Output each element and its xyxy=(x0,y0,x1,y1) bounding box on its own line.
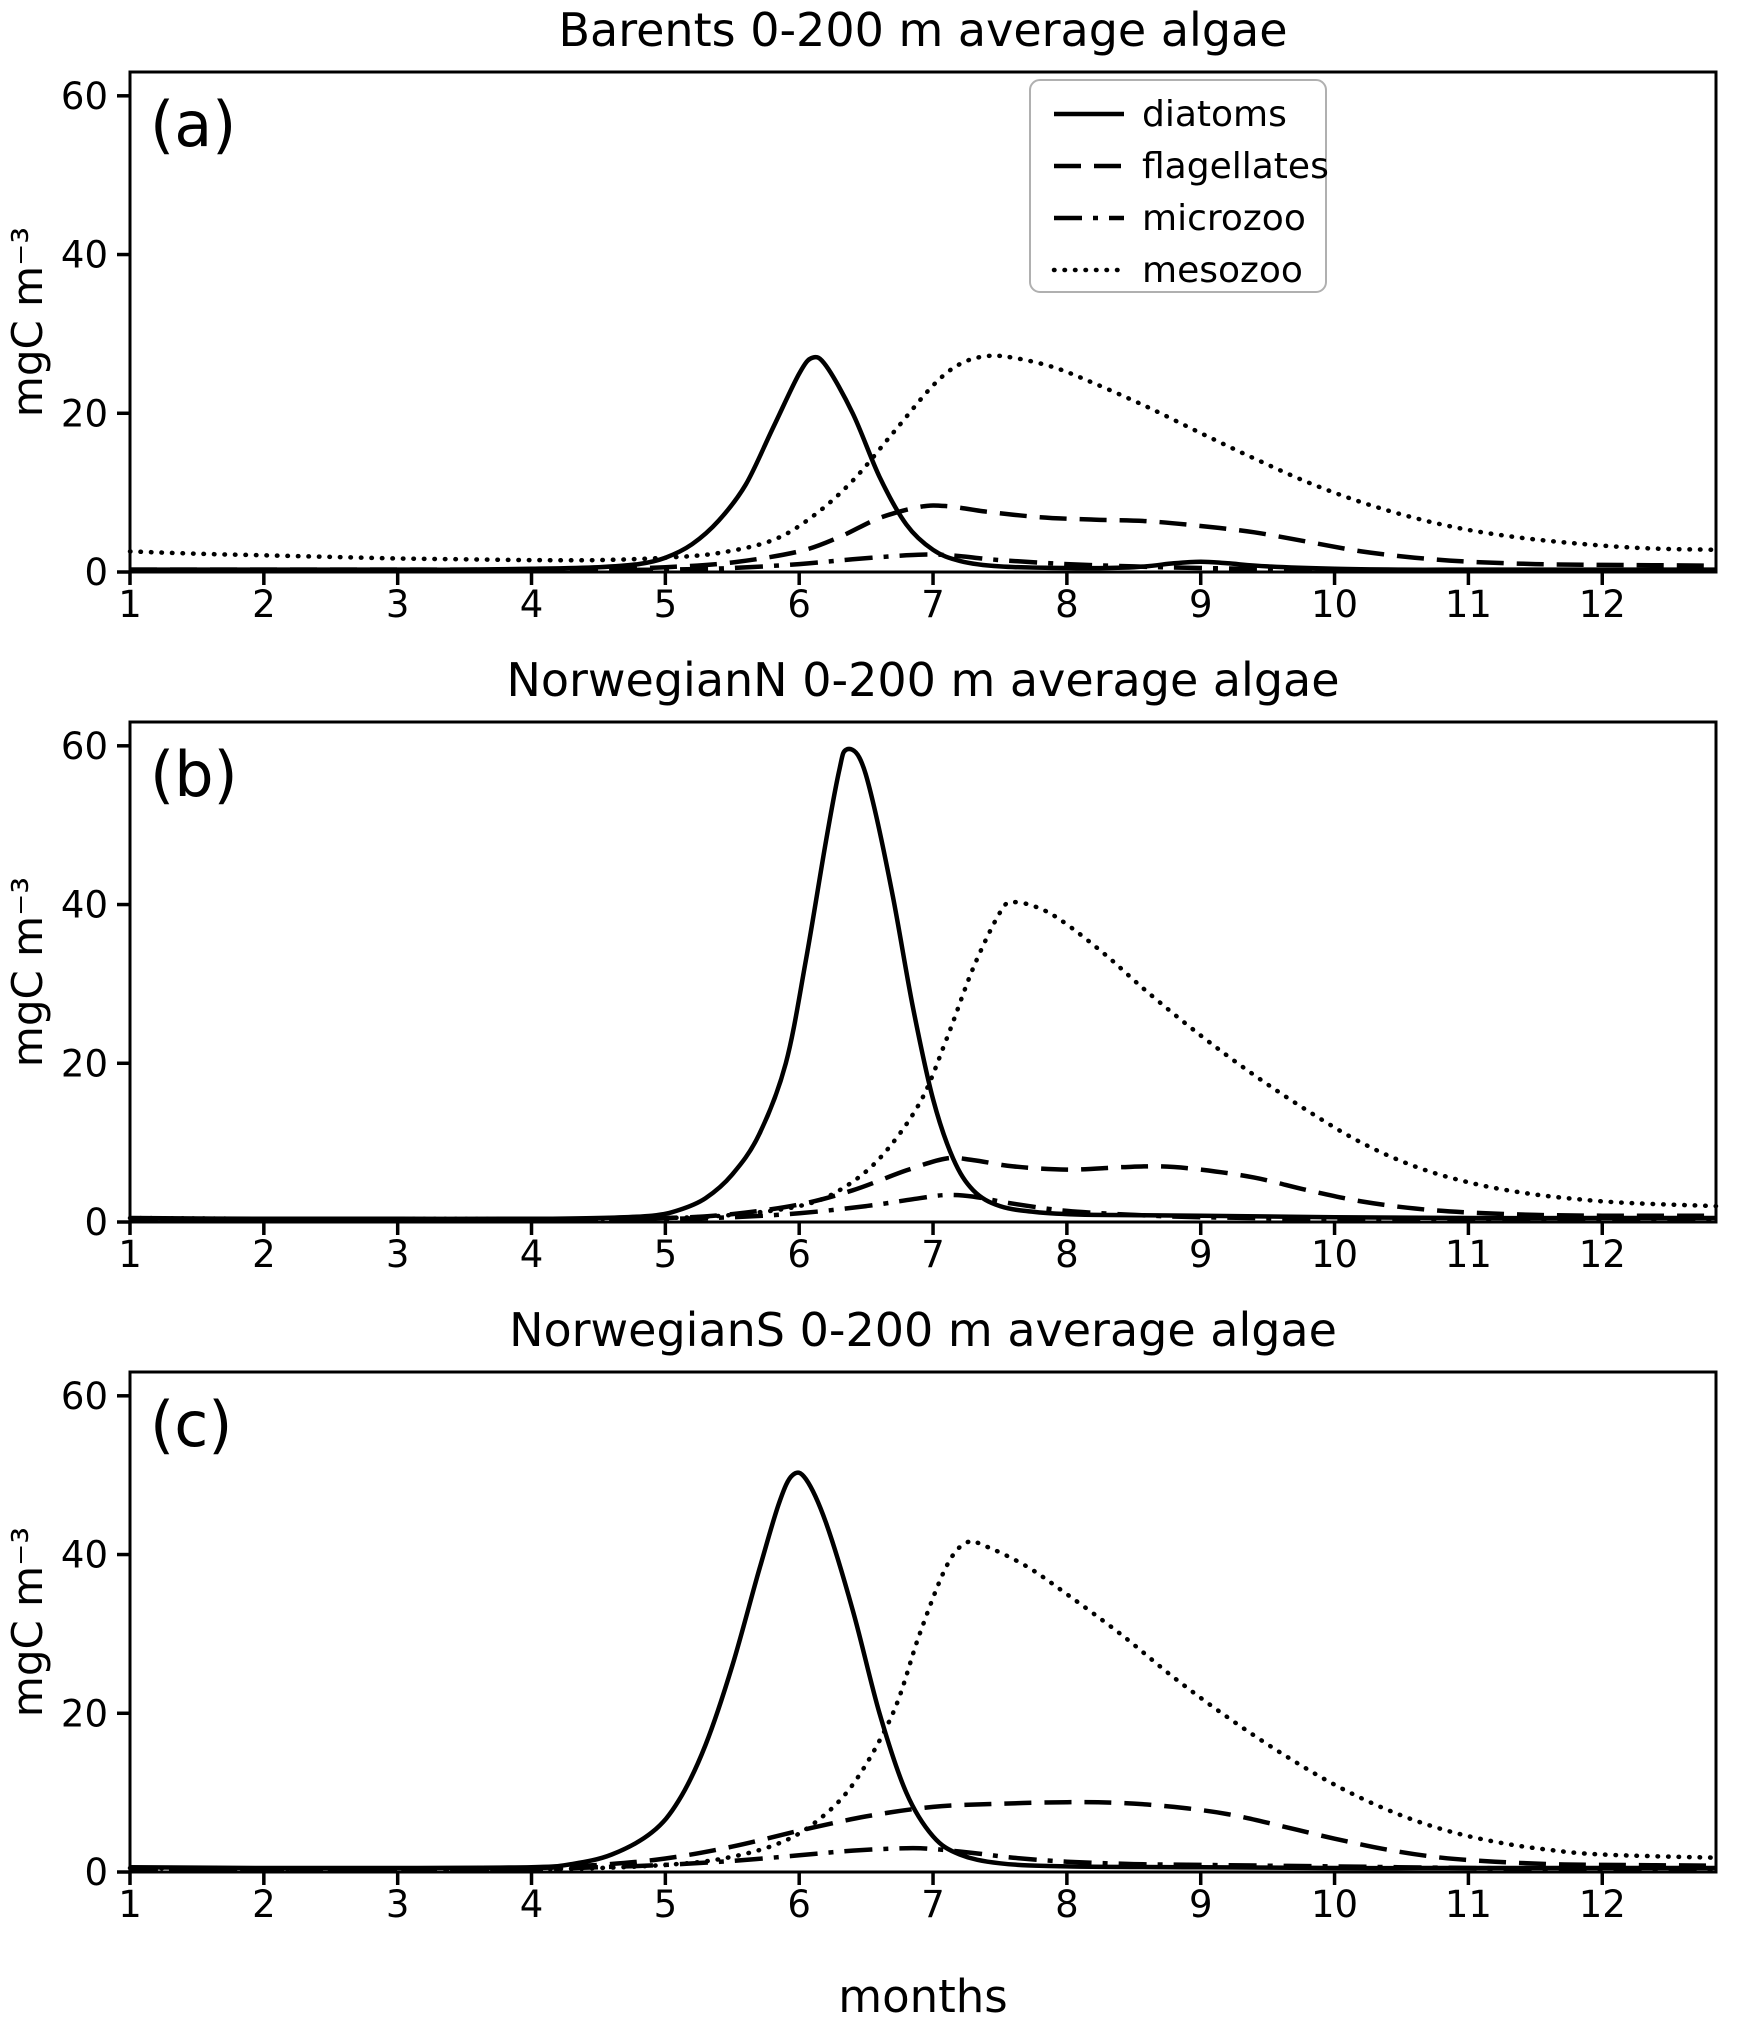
y-tick-label: 20 xyxy=(61,1692,108,1735)
x-tick-label: 10 xyxy=(1311,583,1358,626)
x-tick-label: 2 xyxy=(252,1883,276,1926)
legend-label-mesozoo: mesozoo xyxy=(1142,250,1303,291)
x-tick-label: 9 xyxy=(1189,1233,1213,1276)
y-tick-label: 60 xyxy=(61,725,108,768)
series-microzoo xyxy=(130,552,1716,573)
panel-title: NorwegianN 0-200 m average algae xyxy=(506,653,1339,707)
x-tick-label: 1 xyxy=(118,1883,142,1926)
panel-title: Barents 0-200 m average algae xyxy=(558,3,1287,57)
y-axis-label: mgC m⁻³ xyxy=(3,877,52,1067)
x-tick-label: 4 xyxy=(520,583,544,626)
x-tick-label: 12 xyxy=(1579,1233,1626,1276)
x-tick-label: 2 xyxy=(252,1233,276,1276)
x-tick-label: 4 xyxy=(520,1233,544,1276)
x-tick-label: 3 xyxy=(386,1883,410,1926)
y-tick-label: 60 xyxy=(61,75,108,118)
x-tick-label: 6 xyxy=(787,1233,811,1276)
y-tick-label: 20 xyxy=(61,1042,108,1085)
legend-frame xyxy=(1029,79,1327,293)
y-axis-label: mgC m⁻³ xyxy=(3,1527,52,1717)
y-tick-label: 0 xyxy=(84,1851,108,1894)
x-tick-label: 6 xyxy=(787,1883,811,1926)
x-tick-label: 10 xyxy=(1311,1233,1358,1276)
series-flagellates xyxy=(129,503,1717,572)
series-diatoms xyxy=(129,354,1716,572)
series-flagellates xyxy=(129,1155,1717,1222)
x-tick-label: 8 xyxy=(1055,1233,1079,1276)
legend-label-flagellates: flagellates xyxy=(1142,146,1329,187)
panel-letter: (b) xyxy=(150,738,238,811)
series-mesozoo xyxy=(127,353,1719,563)
x-tick-label: 7 xyxy=(921,583,945,626)
x-tick-label: 11 xyxy=(1445,1883,1492,1926)
x-tick-label: 5 xyxy=(654,1233,678,1276)
x-tick-label: 7 xyxy=(921,1883,945,1926)
x-tick-label: 9 xyxy=(1189,1883,1213,1926)
x-axis-label: months xyxy=(838,1970,1008,2023)
y-tick-label: 20 xyxy=(61,392,108,435)
axes-frame xyxy=(128,720,1718,1224)
x-tick-label: 3 xyxy=(386,1233,410,1276)
x-tick-label: 11 xyxy=(1445,583,1492,626)
x-tick-label: 11 xyxy=(1445,1233,1492,1276)
axes-frame xyxy=(128,70,1718,574)
series-diatoms xyxy=(129,746,1716,1222)
series-diatoms xyxy=(129,1470,1716,1871)
x-tick-label: 2 xyxy=(252,583,276,626)
y-tick-label: 0 xyxy=(84,551,108,594)
series-mesozoo xyxy=(127,1539,1719,1872)
y-tick-label: 60 xyxy=(61,1375,108,1418)
x-tick-label: 8 xyxy=(1055,583,1079,626)
series-flagellates xyxy=(129,1799,1717,1872)
legend-label-microzoo: microzoo xyxy=(1142,198,1306,239)
y-tick-label: 40 xyxy=(61,884,108,927)
legend-label-diatoms: diatoms xyxy=(1142,94,1287,135)
panel-letter: (a) xyxy=(150,88,236,161)
series-microzoo xyxy=(129,1845,1717,1872)
x-tick-label: 7 xyxy=(921,1233,945,1276)
x-tick-label: 10 xyxy=(1311,1883,1358,1926)
x-tick-label: 4 xyxy=(520,1883,544,1926)
panel-letter: (c) xyxy=(150,1388,232,1461)
x-tick-label: 5 xyxy=(654,583,678,626)
x-tick-label: 12 xyxy=(1579,1883,1626,1926)
y-axis-label: mgC m⁻³ xyxy=(3,227,52,417)
y-tick-label: 40 xyxy=(61,234,108,277)
x-tick-label: 9 xyxy=(1189,583,1213,626)
x-tick-label: 5 xyxy=(654,1883,678,1926)
x-tick-label: 12 xyxy=(1579,583,1626,626)
legend: diatoms flagellates microzoo mesozoo xyxy=(1029,79,1329,293)
series-mesozoo xyxy=(127,899,1719,1222)
x-tick-label: 1 xyxy=(118,583,142,626)
y-tick-label: 0 xyxy=(84,1201,108,1244)
y-tick-label: 40 xyxy=(61,1534,108,1577)
x-tick-label: 8 xyxy=(1055,1883,1079,1926)
x-tick-label: 3 xyxy=(386,583,410,626)
x-tick-label: 1 xyxy=(118,1233,142,1276)
axes-frame xyxy=(128,1370,1718,1874)
x-tick-label: 6 xyxy=(787,583,811,626)
panel-title: NorwegianS 0-200 m average algae xyxy=(509,1303,1337,1357)
